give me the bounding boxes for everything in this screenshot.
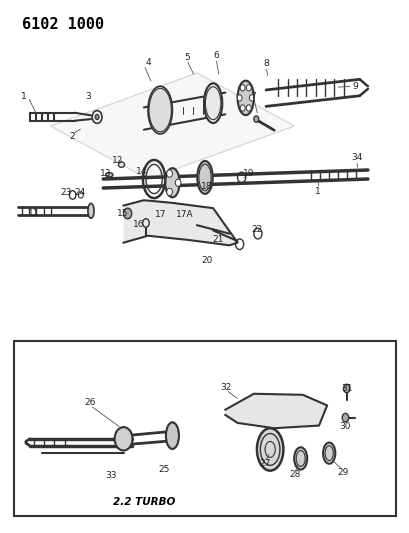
- Circle shape: [240, 85, 245, 91]
- Ellipse shape: [165, 168, 179, 197]
- Text: 8: 8: [263, 60, 268, 68]
- Circle shape: [123, 208, 131, 219]
- Circle shape: [249, 95, 254, 101]
- Ellipse shape: [294, 447, 306, 470]
- Circle shape: [343, 384, 349, 393]
- Text: 11: 11: [28, 209, 40, 218]
- Ellipse shape: [197, 161, 212, 194]
- Text: 6102 1000: 6102 1000: [22, 17, 103, 33]
- Text: 25: 25: [158, 465, 170, 473]
- Text: 17A: 17A: [175, 210, 193, 219]
- Text: 19: 19: [243, 169, 254, 178]
- Polygon shape: [123, 200, 237, 245]
- Text: 5: 5: [183, 53, 189, 62]
- Ellipse shape: [106, 173, 113, 177]
- Ellipse shape: [256, 428, 283, 471]
- Circle shape: [115, 427, 132, 450]
- Text: 23: 23: [61, 188, 72, 197]
- Text: 27: 27: [259, 459, 270, 469]
- Circle shape: [342, 414, 348, 422]
- Circle shape: [236, 95, 241, 101]
- Circle shape: [175, 179, 180, 187]
- Bar: [13, 341, 396, 516]
- Text: 21: 21: [212, 236, 224, 245]
- Text: 29: 29: [337, 468, 348, 477]
- Circle shape: [166, 188, 172, 196]
- Text: 18: 18: [201, 182, 212, 191]
- Text: 34: 34: [351, 154, 362, 163]
- Text: 13: 13: [99, 169, 111, 178]
- Text: 15: 15: [116, 209, 128, 218]
- Text: 31: 31: [340, 384, 352, 393]
- Ellipse shape: [322, 442, 335, 464]
- Text: 14: 14: [136, 166, 147, 175]
- Text: 7: 7: [249, 92, 255, 101]
- Text: 26: 26: [84, 398, 96, 407]
- Text: 2.2 TURBO: 2.2 TURBO: [112, 497, 175, 507]
- Text: 6: 6: [213, 51, 218, 60]
- Circle shape: [240, 105, 245, 111]
- Ellipse shape: [253, 116, 258, 122]
- Text: 16: 16: [133, 220, 144, 229]
- Circle shape: [246, 85, 251, 91]
- Text: 33: 33: [106, 471, 117, 480]
- Polygon shape: [50, 73, 294, 179]
- Text: 3: 3: [85, 92, 91, 101]
- Ellipse shape: [204, 83, 222, 123]
- Text: 1: 1: [315, 187, 320, 196]
- Text: 9: 9: [352, 82, 358, 91]
- Circle shape: [166, 170, 172, 177]
- Ellipse shape: [237, 80, 253, 115]
- Text: 30: 30: [339, 422, 351, 431]
- Ellipse shape: [148, 86, 172, 134]
- Circle shape: [95, 114, 99, 119]
- Text: 2: 2: [70, 132, 75, 141]
- Text: 20: 20: [201, 256, 212, 265]
- Text: 24: 24: [74, 188, 85, 197]
- Text: 22: 22: [251, 225, 262, 234]
- Text: 1: 1: [21, 92, 27, 101]
- Text: 32: 32: [220, 383, 231, 392]
- Text: 28: 28: [288, 471, 299, 479]
- Circle shape: [246, 105, 251, 111]
- Text: 4: 4: [145, 58, 151, 67]
- Text: 17: 17: [154, 210, 166, 219]
- Ellipse shape: [88, 204, 94, 218]
- Text: 12: 12: [112, 156, 123, 165]
- Ellipse shape: [166, 422, 178, 449]
- Polygon shape: [225, 394, 326, 428]
